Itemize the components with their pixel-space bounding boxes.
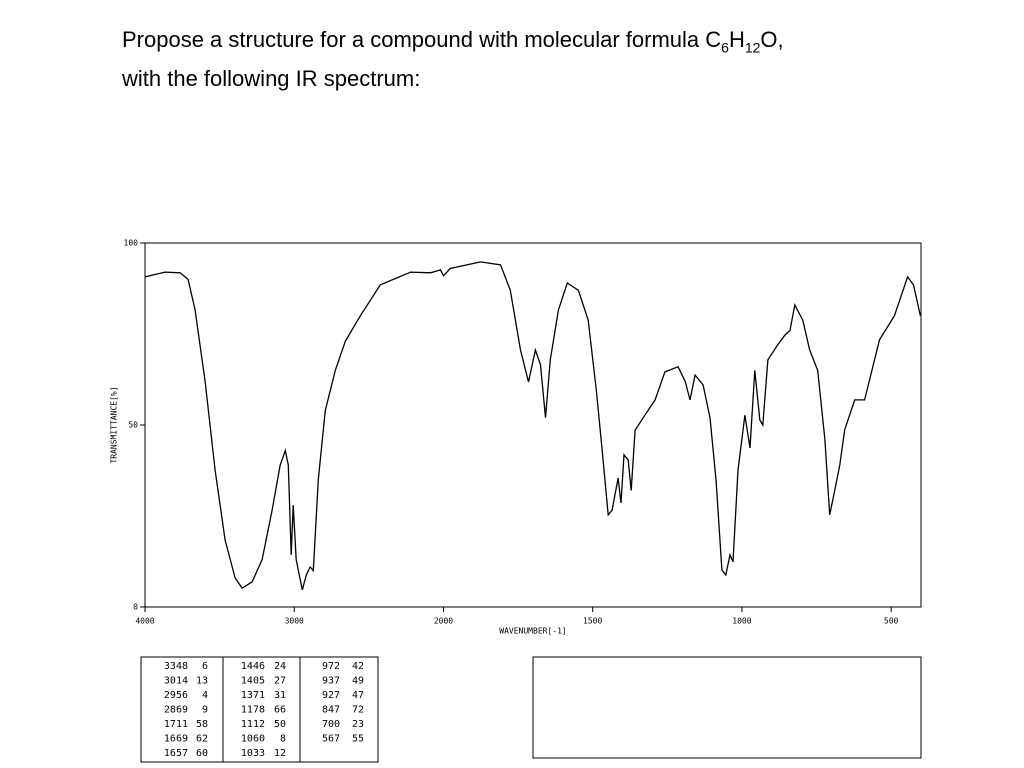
y-tick-label: 0 (133, 603, 138, 612)
peak-table-cell: 8 (280, 734, 286, 745)
peak-table-cell: 6 (202, 661, 208, 672)
x-tick-label: 4000 (135, 617, 154, 626)
subscript: 12 (744, 39, 761, 56)
peak-table-cell: 1446 (241, 661, 265, 672)
peak-table-cell: 4 (202, 690, 208, 701)
peak-table-cell: 72 (352, 705, 364, 716)
peak-table-cell: 1060 (241, 734, 265, 745)
x-tick-label: 1000 (732, 617, 751, 626)
question-text: O, (760, 27, 784, 52)
y-tick-label: 50 (128, 421, 138, 430)
peak-table-cell: 55 (352, 734, 364, 745)
peak-table-cell: 1657 (164, 748, 188, 759)
y-tick-label: 100 (124, 239, 139, 248)
question-text: Propose a structure for a compound with … (122, 27, 722, 52)
peak-table-cell: 66 (274, 705, 286, 716)
question: Propose a structure for a compound with … (122, 24, 784, 95)
peak-table-cell: 1371 (241, 690, 265, 701)
peak-table-cell: 927 (322, 690, 340, 701)
peak-table-cell: 937 (322, 676, 340, 687)
peak-table-cell: 62 (196, 734, 208, 745)
peak-table-cell: 50 (274, 719, 286, 730)
peak-table-cell: 13 (196, 676, 208, 687)
x-tick-label: 1500 (583, 617, 602, 626)
peak-table-cell: 1178 (241, 705, 265, 716)
peak-table-cell: 60 (196, 748, 208, 759)
peak-table-cell: 1405 (241, 676, 265, 687)
peak-table-cell: 9 (202, 705, 208, 716)
x-axis-label: WAVENUMBER[-1] (499, 627, 566, 636)
x-tick-label: 3000 (285, 617, 304, 626)
peak-table-cell: 1033 (241, 748, 265, 759)
empty-box (532, 656, 922, 759)
subscript: 6 (721, 39, 729, 56)
y-axis-label: TRANSMITTANCE[%] (110, 386, 119, 463)
x-tick-label: 500 (884, 617, 899, 626)
peak-table-cell: 31 (274, 690, 286, 701)
peak-table-cell: 847 (322, 705, 340, 716)
peak-table-cell: 42 (352, 661, 364, 672)
peak-table-cell: 23 (352, 719, 364, 730)
peak-table-cell: 700 (322, 719, 340, 730)
peak-table-cell: 2956 (164, 690, 188, 701)
question-text: with the following IR spectrum: (122, 66, 421, 92)
peak-table-frame (140, 656, 379, 763)
peak-table-cell: 1112 (241, 719, 265, 730)
peak-table-cell: 12 (274, 748, 286, 759)
peak-table-cell: 27 (274, 676, 286, 687)
x-tick-label: 2000 (434, 617, 453, 626)
peak-table-cell: 49 (352, 676, 364, 687)
peak-table-cell: 58 (196, 719, 208, 730)
peak-table-cell: 2869 (164, 705, 188, 716)
peak-table-cell: 972 (322, 661, 340, 672)
peak-table-cell: 24 (274, 661, 286, 672)
peak-table-cell: 47 (352, 690, 364, 701)
spectrum-line (144, 261, 922, 591)
question-text: H (728, 27, 745, 52)
peak-table-cell: 1669 (164, 734, 188, 745)
peak-table-cell: 3348 (164, 661, 188, 672)
peak-table: 3348 6 3014 13 2956 4 2869 9 1711 58 1669 62 1657 60 1… (164, 661, 364, 759)
peak-table-cell: 1711 (164, 719, 188, 730)
plot-frame (144, 242, 922, 608)
peak-table-cell: 3014 (164, 676, 188, 687)
peak-table-cell: 567 (322, 734, 340, 745)
